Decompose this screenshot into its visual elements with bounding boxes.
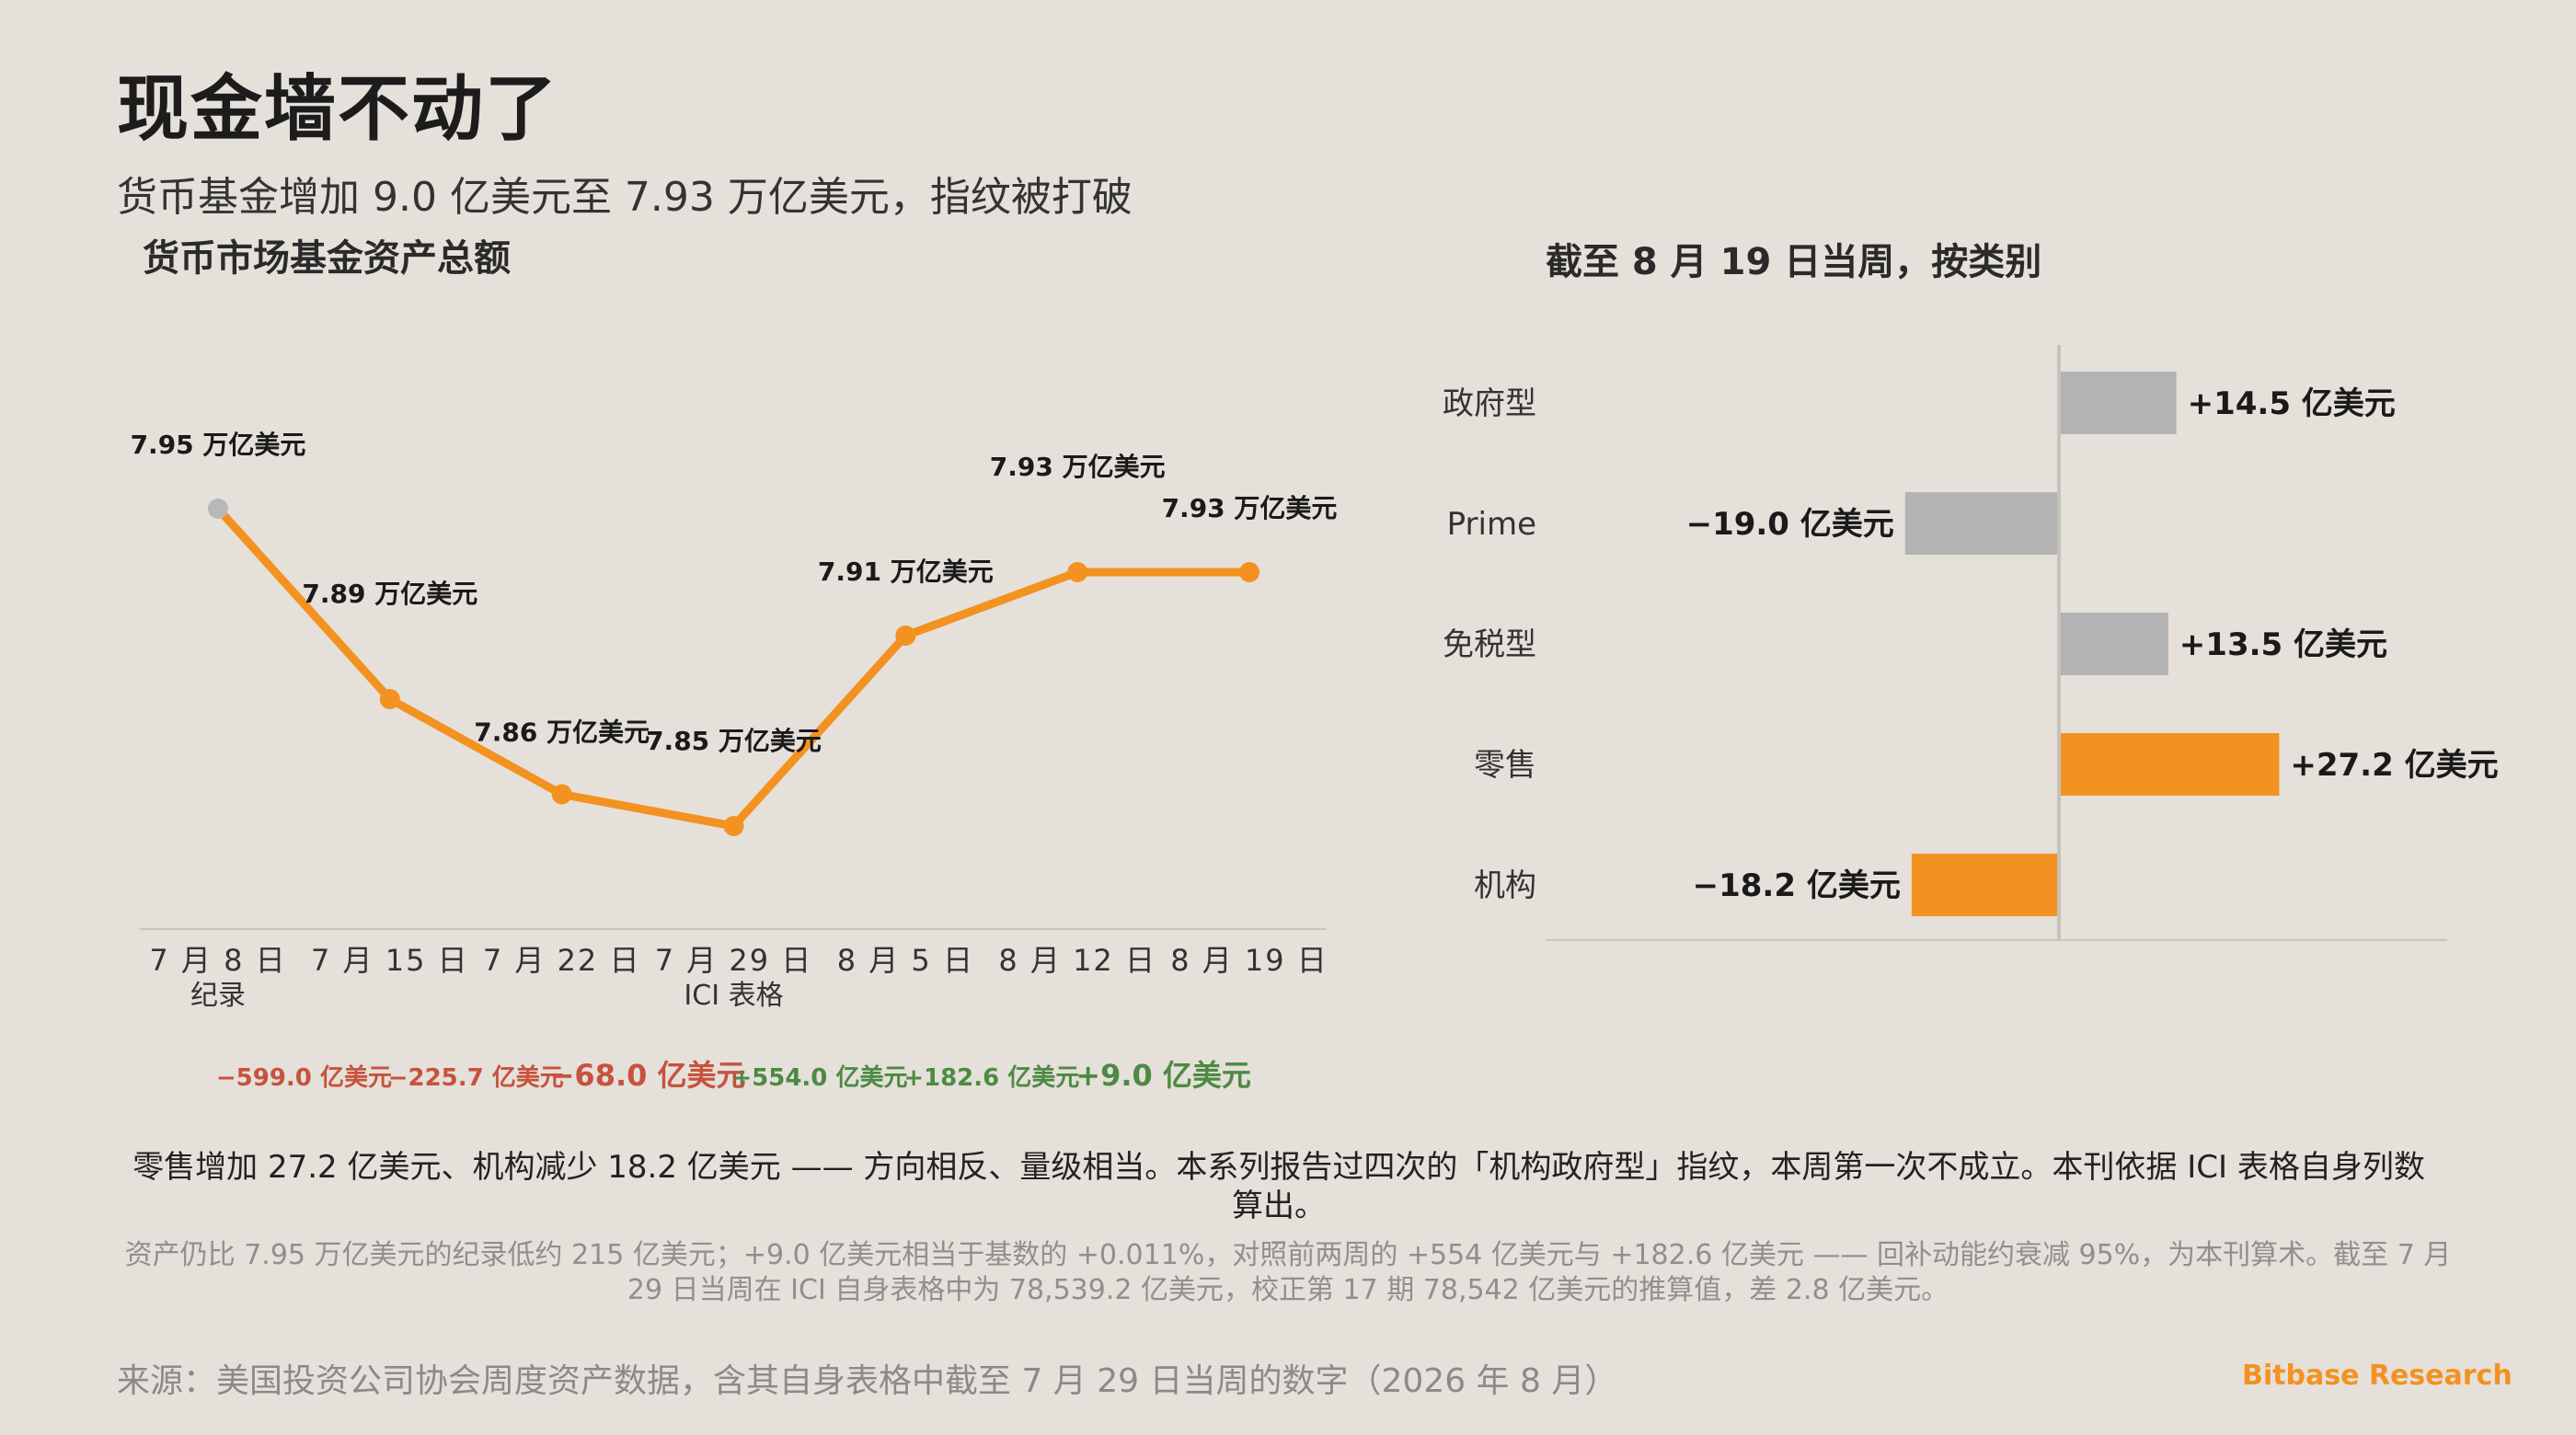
x-tick-label: 8 月 19 日 bbox=[1170, 943, 1328, 978]
detail-note: 资产仍比 7.95 万亿美元的纪录低约 215 亿美元；+9.0 亿美元相当于基… bbox=[124, 1239, 2452, 1306]
bar-value-label: +14.5 亿美元 bbox=[2188, 385, 2396, 422]
bar bbox=[2059, 613, 2168, 675]
data-label: 7.85 万亿美元 bbox=[646, 726, 822, 756]
data-point bbox=[1067, 562, 1088, 582]
data-label: 7.91 万亿美元 bbox=[818, 557, 994, 587]
data-point bbox=[208, 499, 228, 519]
bar-value-label: +13.5 亿美元 bbox=[2179, 626, 2387, 663]
data-point bbox=[379, 689, 400, 709]
bar bbox=[2059, 372, 2177, 434]
x-tick-label: 8 月 12 日 bbox=[998, 943, 1156, 978]
x-tick-sublabel: ICI 表格 bbox=[684, 980, 783, 1012]
category-label: 零售 bbox=[1474, 747, 1536, 784]
main-note: 零售增加 27.2 亿美元、机构减少 18.2 亿美元 —— 方向相反、量级相当… bbox=[132, 1149, 2425, 1224]
category-label: 免税型 bbox=[1443, 626, 1536, 663]
data-label: 7.89 万亿美元 bbox=[302, 579, 477, 609]
bar-chart-title: 截至 8 月 19 日当周，按类别 bbox=[1546, 241, 2042, 283]
x-tick-sublabel: 纪录 bbox=[190, 980, 246, 1012]
category-label: 政府型 bbox=[1443, 385, 1536, 422]
brand-logo: Bitbase Research bbox=[2242, 1360, 2513, 1392]
weekly-change-label: −68.0 亿美元 bbox=[550, 1058, 746, 1093]
source-text: 来源：美国投资公司协会周度资产数据，含其自身表格中截至 7 月 29 日当周的数… bbox=[117, 1362, 1618, 1400]
bar bbox=[1904, 492, 2059, 555]
weekly-change-label: +182.6 亿美元 bbox=[903, 1063, 1079, 1092]
page-title: 现金墙不动了 bbox=[117, 68, 559, 151]
data-label: 7.93 万亿美元 bbox=[1162, 493, 1338, 523]
category-label: 机构 bbox=[1474, 867, 1536, 904]
line-chart-title: 货币市场基金资产总额 bbox=[143, 237, 511, 280]
data-point bbox=[551, 784, 572, 805]
category-label: Prime bbox=[1447, 506, 1536, 543]
data-label: 7.93 万亿美元 bbox=[990, 452, 1166, 482]
x-tick-label: 7 月 29 日 bbox=[655, 943, 813, 978]
data-point bbox=[895, 626, 916, 646]
weekly-change-label: −599.0 亿美元 bbox=[216, 1063, 392, 1092]
bar bbox=[1911, 854, 2059, 916]
x-tick-label: 7 月 22 日 bbox=[483, 943, 641, 978]
x-tick-label: 7 月 8 日 bbox=[149, 943, 286, 978]
data-point bbox=[1239, 562, 1259, 582]
data-label: 7.95 万亿美元 bbox=[131, 430, 306, 460]
x-tick-label: 8 月 5 日 bbox=[837, 943, 974, 978]
weekly-change-label: −225.7 亿美元 bbox=[388, 1063, 564, 1092]
page-subtitle: 货币基金增加 9.0 亿美元至 7.93 万亿美元，指纹被打破 bbox=[117, 174, 1133, 221]
weekly-change-label: +554.0 亿美元 bbox=[731, 1063, 907, 1092]
data-label: 7.86 万亿美元 bbox=[474, 718, 650, 748]
bar-value-label: +27.2 亿美元 bbox=[2290, 747, 2498, 784]
data-point bbox=[723, 816, 744, 836]
bar bbox=[2059, 733, 2280, 796]
weekly-change-label: +9.0 亿美元 bbox=[1075, 1058, 1251, 1093]
bar-value-label: −19.0 亿美元 bbox=[1686, 506, 1894, 543]
bar-value-label: −18.2 亿美元 bbox=[1693, 867, 1901, 904]
x-tick-label: 7 月 15 日 bbox=[311, 943, 469, 978]
